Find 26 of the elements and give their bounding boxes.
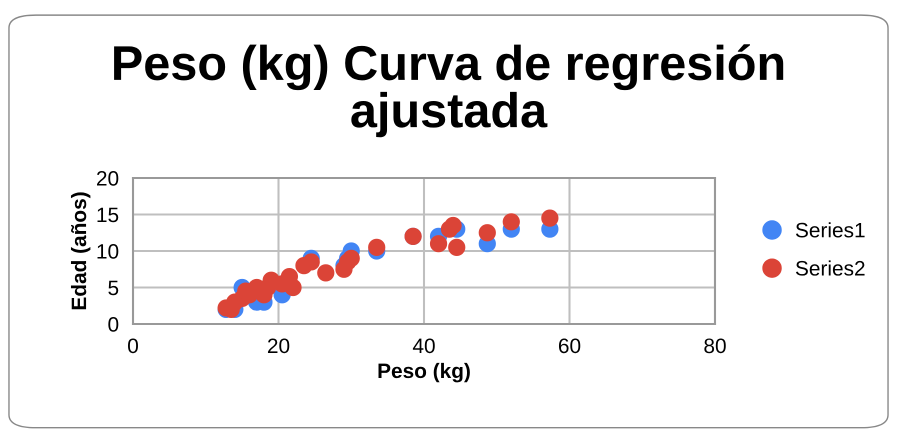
x-tick-label: 40 (412, 338, 435, 354)
y-axis-title: Edad (años) (70, 192, 90, 310)
point (302, 253, 320, 271)
point (444, 216, 462, 234)
point (284, 278, 302, 296)
legend-label: Series1 (796, 222, 865, 238)
point (430, 235, 448, 252)
y-tick-label: 5 (108, 280, 118, 296)
x-tick-label: 60 (558, 338, 580, 354)
point (541, 210, 558, 227)
point (502, 213, 520, 230)
x-axis-title: Peso (kg) (378, 362, 470, 382)
legend-label: Series2 (796, 260, 865, 276)
y-tick-label: 10 (98, 244, 118, 259)
point (317, 264, 334, 282)
x-tick-label: 80 (704, 338, 726, 354)
x-tick-label: 0 (128, 338, 138, 354)
y-tick-label: 15 (98, 208, 118, 222)
point (342, 250, 360, 267)
y-tick-label: 0 (108, 317, 118, 332)
point (448, 238, 466, 256)
point (478, 224, 496, 242)
x-tick-label: 20 (268, 338, 290, 354)
y-tick-label: 20 (96, 171, 118, 186)
point (368, 238, 386, 256)
chart-title: Peso (kg) Curva de regresión ajustada (114, 44, 784, 138)
